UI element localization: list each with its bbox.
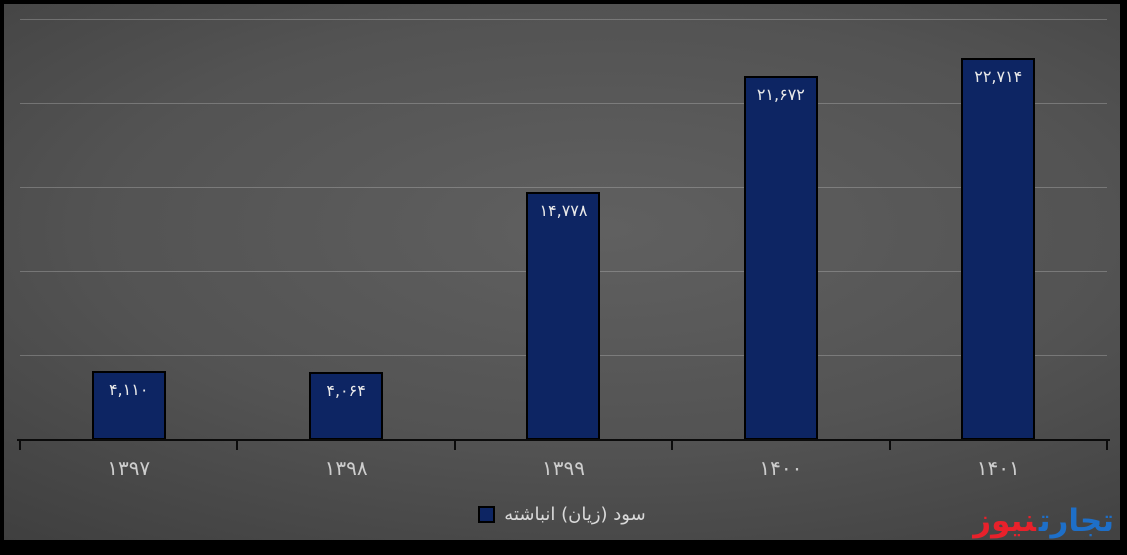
gridline — [20, 187, 1107, 188]
category-label: ۱۳۹۸ — [324, 456, 368, 480]
bars-row: ۴,۱۱۰ ۴,۰۶۴ ۱۴,۷۷۸ ۲۱,۶۷۲ ۲۲,۷۱۴ — [20, 20, 1107, 440]
legend-color-swatch-icon — [478, 506, 496, 523]
category-slot: ۴,۰۶۴ — [237, 20, 454, 440]
legend-label: سود (زیان) انباشته — [504, 504, 646, 525]
axis-tick — [19, 440, 21, 450]
legend: سود (زیان) انباشته — [4, 504, 1120, 525]
bar: ۴,۱۱۰ — [91, 370, 166, 440]
bar: ۱۴,۷۷۸ — [526, 191, 601, 440]
axis-tick — [888, 440, 891, 450]
category-label: ۱۳۹۹ — [541, 456, 585, 480]
chart-background: ۴,۱۱۰ ۴,۰۶۴ ۱۴,۷۷۸ ۲۱,۶۷۲ ۲۲,۷۱۴ — [4, 4, 1120, 540]
axis-tick — [236, 440, 239, 450]
category-label: ۱۴۰۱ — [976, 456, 1020, 480]
category-slot: ۴,۱۱۰ — [20, 20, 237, 440]
axis-tick — [453, 440, 456, 450]
category-axis-labels: ۱۳۹۷ ۱۳۹۸ ۱۳۹۹ ۱۴۰۰ ۱۴۰۱ — [20, 456, 1107, 480]
bar-value-label: ۲۱,۶۷۲ — [756, 84, 805, 104]
bar-value-label: ۴,۱۱۰ — [108, 379, 149, 399]
category-label: ۱۳۹۷ — [107, 456, 151, 480]
bar: ۲۲,۷۱۴ — [961, 58, 1036, 440]
legend-item: سود (زیان) انباشته — [478, 504, 646, 525]
bar: ۲۱,۶۷۲ — [743, 75, 818, 440]
logo-word-news: نیوز — [973, 503, 1037, 539]
category-slot: ۲۲,۷۱۴ — [890, 20, 1107, 440]
plot-area: ۴,۱۱۰ ۴,۰۶۴ ۱۴,۷۷۸ ۲۱,۶۷۲ ۲۲,۷۱۴ — [17, 19, 1110, 450]
axis-tick — [671, 440, 674, 450]
gridline — [20, 103, 1107, 104]
bar: ۴,۰۶۴ — [309, 371, 384, 440]
x-axis-line — [17, 439, 1110, 441]
gridline — [20, 19, 1107, 20]
category-slot: ۱۴,۷۷۸ — [455, 20, 672, 440]
bar-value-label: ۱۴,۷۷۸ — [539, 200, 588, 220]
axis-tick — [1106, 440, 1108, 450]
logo-word-tejarat: تجارت — [1038, 503, 1115, 539]
tejaratnews-logo: تجارتنیوز — [973, 503, 1115, 539]
category-label: ۱۴۰۰ — [759, 456, 803, 480]
category-slot: ۲۱,۶۷۲ — [672, 20, 889, 440]
bar-value-label: ۲۲,۷۱۴ — [974, 67, 1023, 87]
bar-value-label: ۴,۰۶۴ — [326, 380, 366, 400]
